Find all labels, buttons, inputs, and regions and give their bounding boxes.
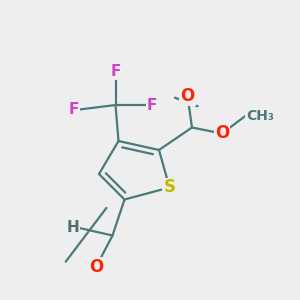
Text: CH₃: CH₃ — [246, 109, 274, 122]
Text: O: O — [180, 87, 195, 105]
Text: F: F — [110, 64, 121, 80]
Text: O: O — [89, 258, 103, 276]
Text: O: O — [215, 124, 229, 142]
Text: H: H — [67, 220, 80, 236]
Text: S: S — [164, 178, 175, 196]
Text: F: F — [69, 102, 80, 117]
Text: F: F — [147, 98, 158, 112]
